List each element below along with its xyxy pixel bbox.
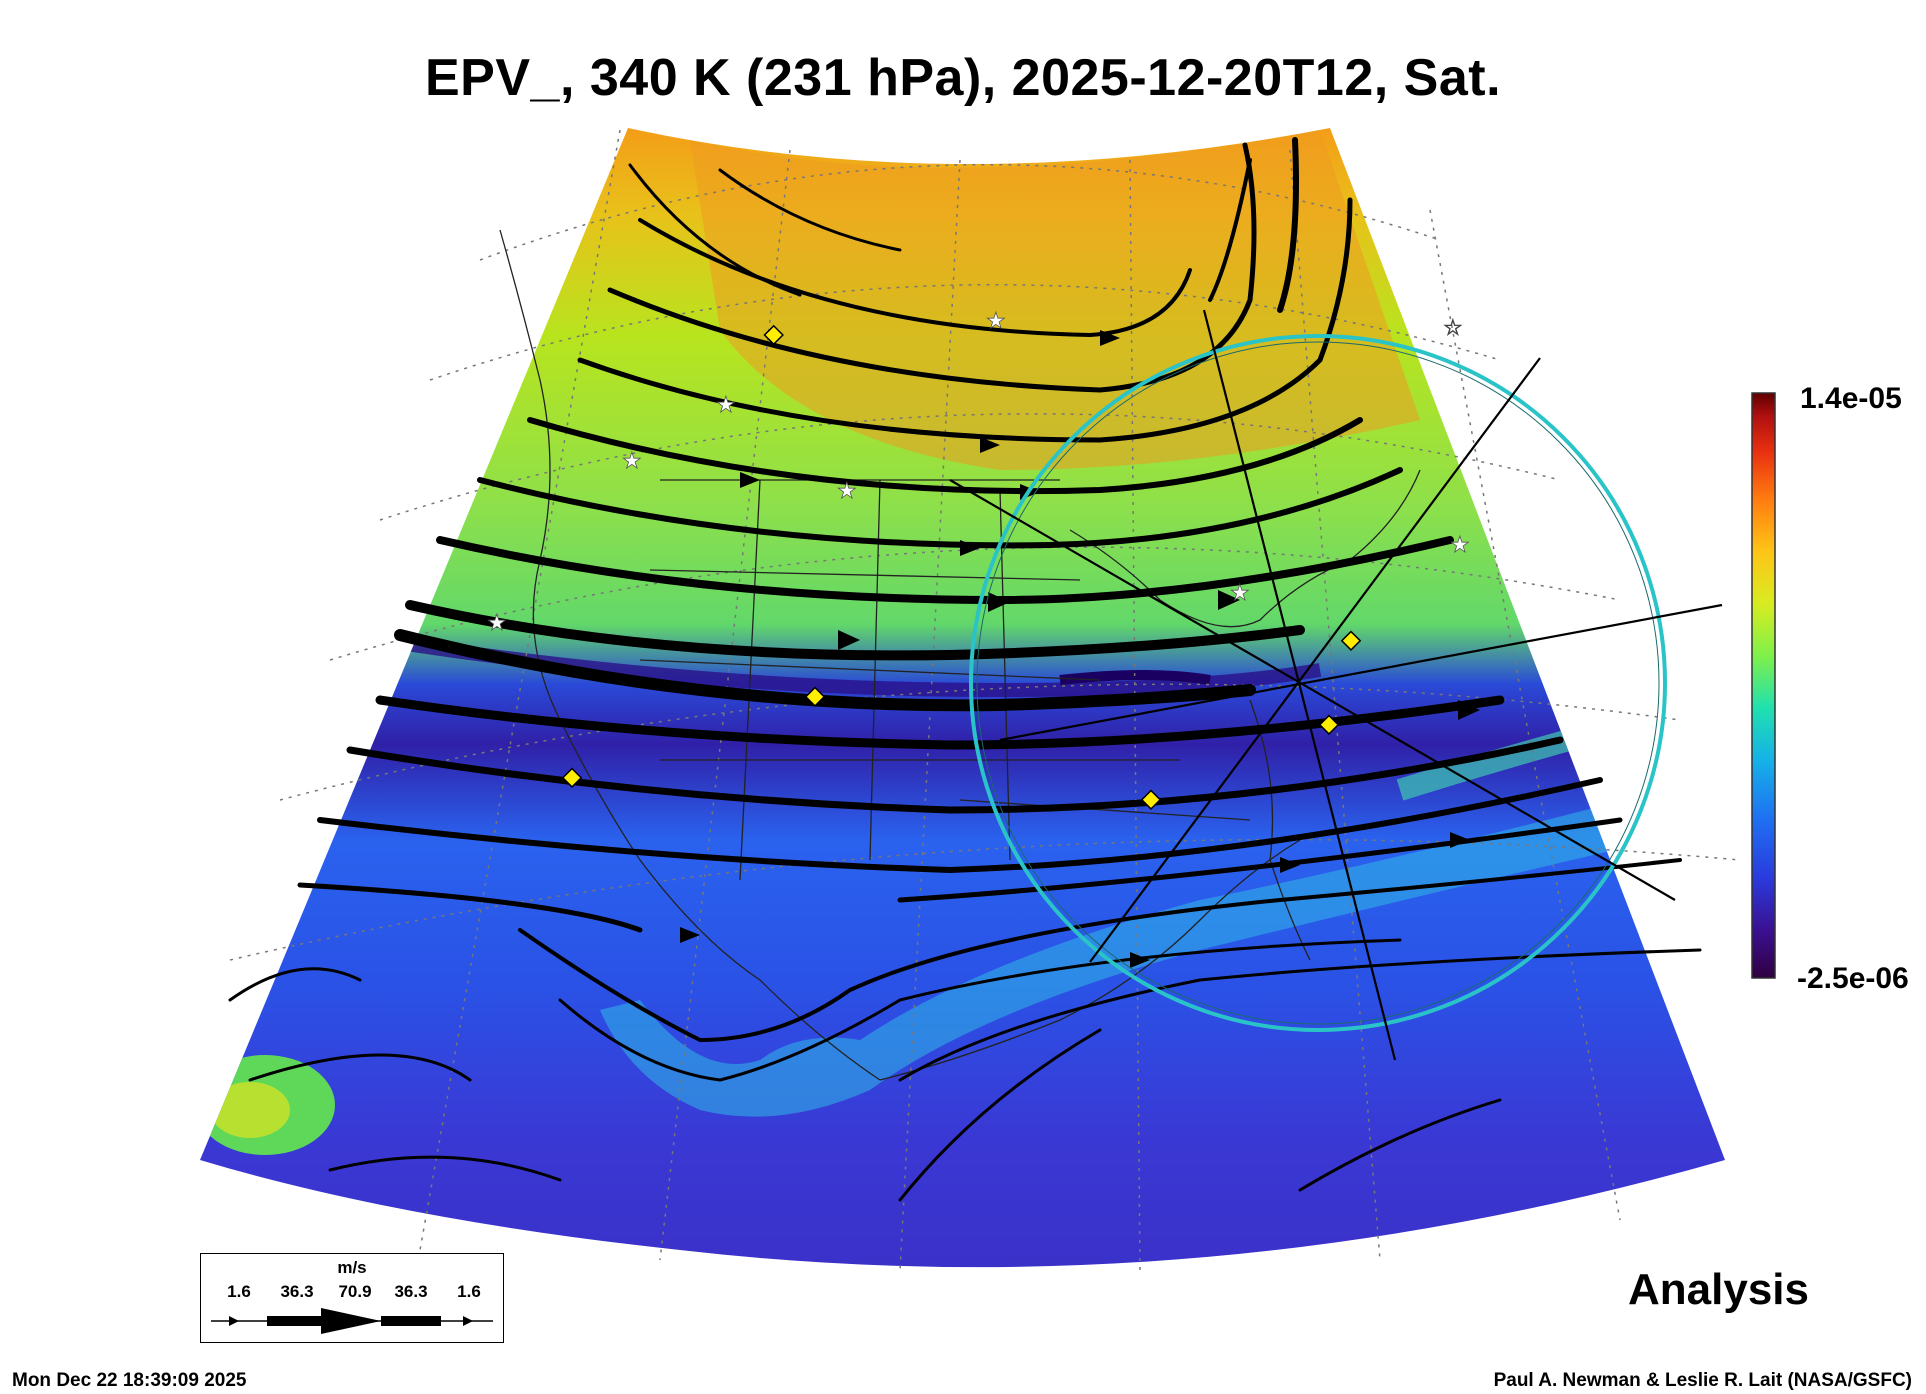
- svg-text:★: ★: [716, 393, 736, 418]
- timestamp: Mon Dec 22 18:39:09 2025: [12, 1370, 247, 1391]
- wind-speed-legend: m/s 1.6 36.3 70.9 36.3 1.6: [200, 1253, 504, 1343]
- svg-text:☆: ☆: [1443, 316, 1463, 341]
- legend-value: 36.3: [394, 1282, 428, 1301]
- cross-section-lines: [949, 309, 1723, 1061]
- svg-text:★: ★: [837, 479, 857, 504]
- svg-text:★: ★: [986, 309, 1006, 334]
- streamline-arrows: [680, 330, 1480, 968]
- legend-value: 36.3: [280, 1282, 314, 1301]
- credit-line: Paul A. Newman & Leslie R. Lait (NASA/GS…: [1493, 1370, 1912, 1391]
- legend-value: 1.6: [227, 1282, 251, 1301]
- colorbar-max-label: 1.4e-05: [1800, 382, 1902, 415]
- cross-section-circle: [969, 334, 1667, 1032]
- legend-arrow-scale: [211, 1308, 493, 1334]
- wind-streamlines: [228, 137, 1702, 1202]
- colorbar: [1751, 392, 1776, 979]
- plot-title: EPV_, 340 K (231 hPa), 2025-12-20T12, Sa…: [424, 49, 1502, 107]
- svg-text:★: ★: [622, 449, 642, 474]
- svg-text:★: ★: [1450, 533, 1470, 558]
- analysis-label: Analysis: [1628, 1265, 1809, 1314]
- svg-text:★: ★: [1230, 581, 1250, 606]
- legend-value: 70.9: [338, 1282, 372, 1301]
- colorbar-min-label: -2.5e-06: [1797, 962, 1909, 995]
- svg-text:★: ★: [487, 611, 507, 636]
- epv-field: [200, 128, 1725, 1268]
- coastlines: [499, 229, 1421, 1081]
- legend-unit: m/s: [337, 1258, 367, 1277]
- station-stars: ★ ★ ★ ★ ★ ★ ★ ☆: [487, 309, 1471, 637]
- station-diamonds: [561, 324, 1362, 810]
- legend-value: 1.6: [457, 1282, 481, 1301]
